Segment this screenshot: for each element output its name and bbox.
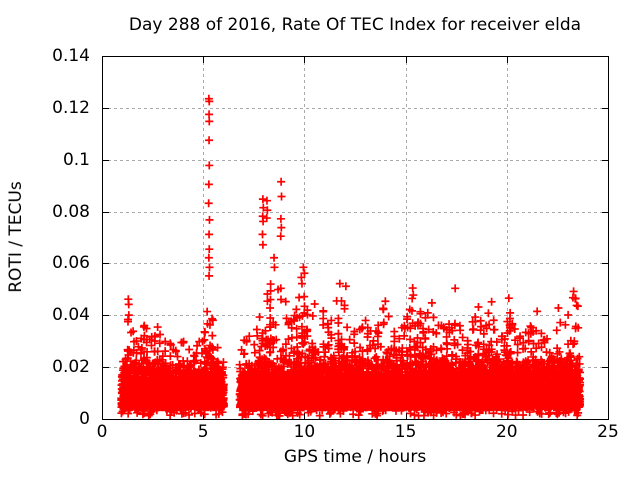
y-tick-label: 0.02 — [52, 357, 90, 378]
y-tick-label: 0.06 — [52, 253, 90, 274]
chart-title: Day 288 of 2016, Rate Of TEC Index for r… — [128, 15, 582, 35]
y-tick-label: 0.12 — [52, 97, 90, 118]
x-tick-label: 0 — [96, 422, 108, 442]
y-axis-title: ROTI / TECUs — [6, 181, 26, 293]
x-tick-label: 20 — [495, 422, 518, 442]
x-tick-label: 10 — [293, 422, 316, 442]
x-axis-title: GPS time / hours — [283, 447, 427, 467]
y-tick-label: 0.1 — [62, 149, 90, 170]
y-tick-label: 0.14 — [52, 46, 90, 66]
y-tick-label: 0.08 — [52, 201, 90, 222]
x-tick-label: 25 — [597, 422, 619, 442]
y-tick-label: 0 — [79, 409, 90, 429]
x-tick-label: 5 — [197, 422, 209, 442]
x-tick-label: 15 — [394, 422, 417, 442]
y-tick-label: 0.04 — [52, 305, 90, 326]
